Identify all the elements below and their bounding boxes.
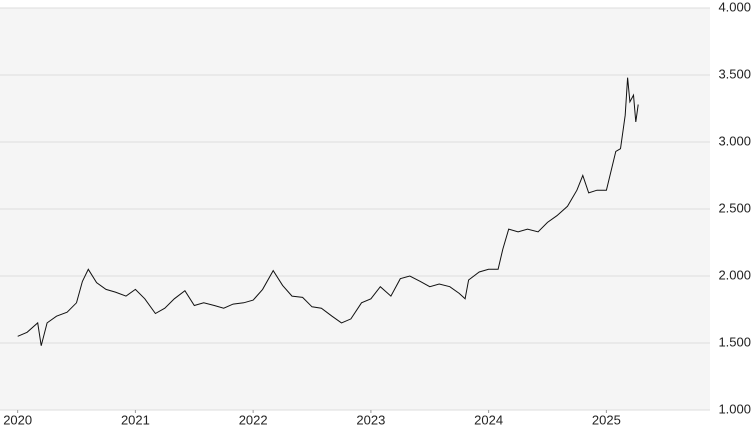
- price-line: [17, 77, 639, 346]
- x-tick-label: 2024: [474, 412, 503, 427]
- x-tick-label: 2020: [3, 412, 32, 427]
- y-tick-label: 2.500: [718, 200, 751, 215]
- y-tick-label: 3.500: [718, 66, 751, 81]
- y-tick-label: 2.000: [718, 267, 751, 282]
- y-tick-label: 1.500: [718, 334, 751, 349]
- y-tick-label: 3.000: [718, 133, 751, 148]
- x-tick-label: 2021: [121, 412, 150, 427]
- x-tick-label: 2025: [592, 412, 621, 427]
- x-tick-label: 2023: [356, 412, 385, 427]
- x-tick-label: 2022: [239, 412, 268, 427]
- y-tick-label: 4.000: [718, 0, 751, 14]
- y-tick-label: 1.000: [718, 401, 751, 416]
